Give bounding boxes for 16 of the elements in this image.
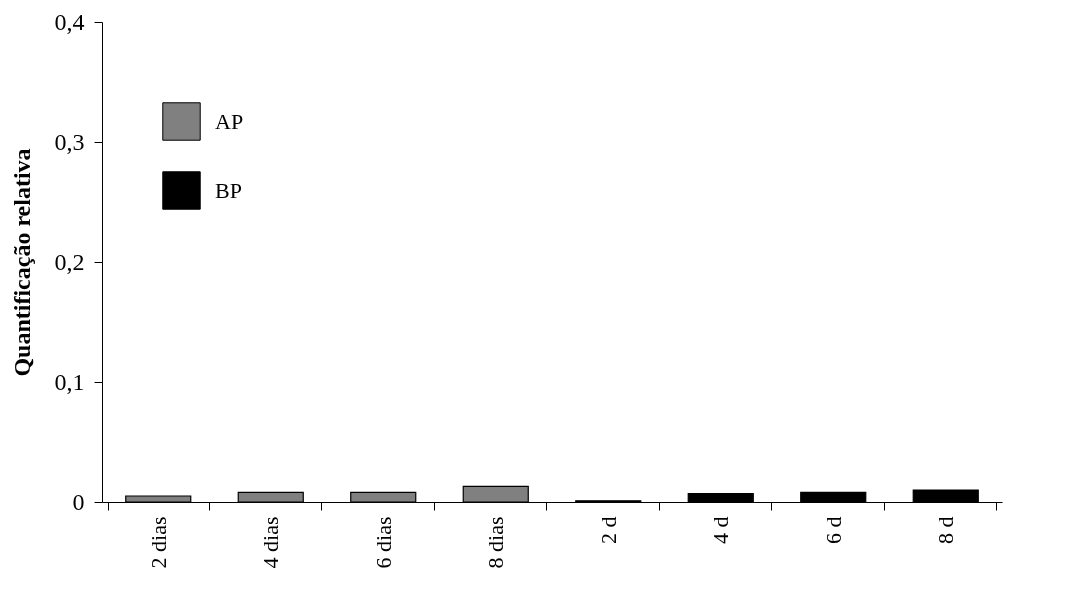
x-tick-label: 6 dias: [370, 516, 396, 569]
legend-label: BP: [215, 177, 242, 203]
y-tick-label: 0: [72, 488, 85, 515]
x-tick-label: 2 d: [595, 516, 621, 544]
legend-label: AP: [215, 108, 244, 134]
x-tick-label: 4 dias: [258, 516, 284, 569]
x-tick-label: 6 d: [820, 516, 846, 544]
y-tick-label: 0,4: [54, 8, 85, 35]
y-tick-label: 0,3: [54, 128, 85, 155]
y-axis-title: Quantificação relativa: [8, 148, 35, 377]
x-tick-label: 8 d: [933, 516, 959, 544]
y-tick-label: 0,2: [54, 248, 85, 275]
x-tick-label: 4 d: [708, 516, 734, 544]
y-tick-label: 0,1: [54, 368, 85, 395]
x-tick-label: 2 dias: [145, 516, 171, 569]
x-tick-label: 8 dias: [483, 516, 509, 569]
